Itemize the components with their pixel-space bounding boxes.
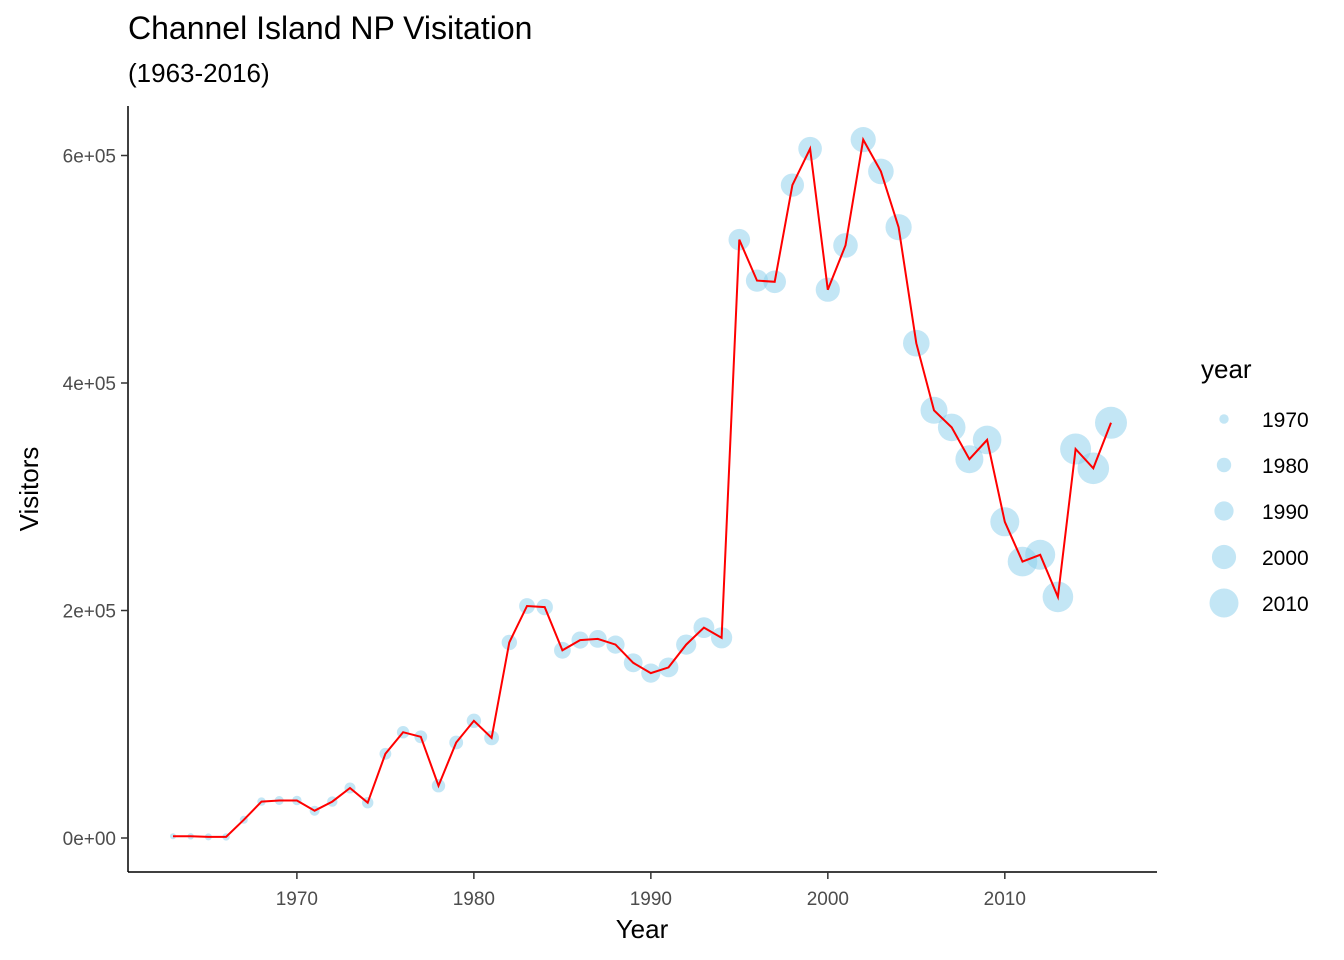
x-tick-label-1980: 1980: [453, 889, 495, 910]
y-axis-title: Visitors: [14, 447, 44, 532]
legend-label-1970: 1970: [1262, 409, 1309, 432]
legend-key-2000: [1211, 544, 1237, 570]
legend-label-2000: 2000: [1262, 547, 1309, 570]
x-tick-label-1990: 1990: [630, 889, 672, 910]
y-tick-label-0: 0e+00: [63, 829, 116, 850]
visitors-line: [173, 136, 1112, 838]
x-tick-label-2010: 2010: [984, 889, 1026, 910]
x-tick-label-2000: 2000: [807, 889, 849, 910]
legend: 1970 1980 1990 2000 2010: [1209, 409, 1309, 618]
y-tick-label-1: 2e+05: [63, 602, 116, 623]
y-tick-label-2: 4e+05: [63, 374, 116, 395]
legend-label-1980: 1980: [1262, 455, 1309, 478]
legend-key-1980: [1216, 457, 1232, 473]
x-axis-title: Year: [616, 914, 669, 944]
legend-title: year: [1201, 354, 1252, 384]
chart-subtitle: (1963-2016): [128, 58, 270, 88]
chart-title: Channel Island NP Visitation: [128, 10, 533, 46]
legend-label-2010: 2010: [1262, 593, 1309, 616]
y-tick-label-3: 6e+05: [63, 147, 116, 168]
legend-key-1990: [1214, 501, 1234, 521]
legend-key-2010: [1209, 588, 1239, 618]
x-tick-label-1970: 1970: [276, 889, 318, 910]
points-layer: [170, 127, 1127, 841]
y-axis-ticks: 0e+00 2e+05 4e+05 6e+05: [63, 147, 128, 850]
legend-label-1990: 1990: [1262, 501, 1309, 524]
x-axis-ticks: 1970 1980 1990 2000 2010: [276, 872, 1026, 910]
legend-key-1970: [1219, 414, 1229, 424]
